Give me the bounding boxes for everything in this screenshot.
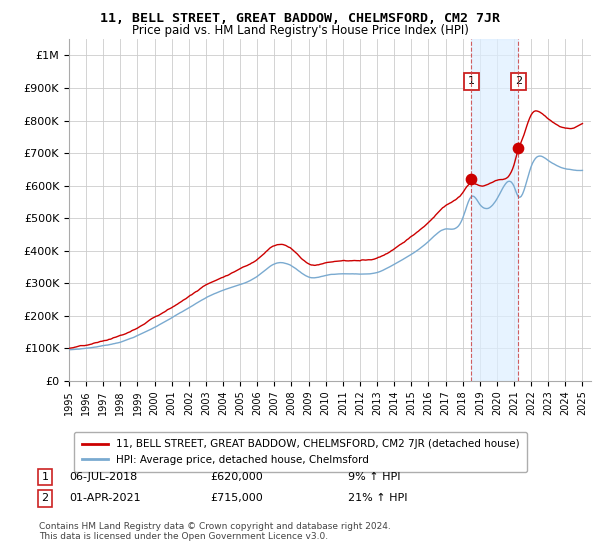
- Text: 21% ↑ HPI: 21% ↑ HPI: [348, 493, 407, 503]
- Bar: [471, 39, 518, 381]
- Text: 9% ↑ HPI: 9% ↑ HPI: [348, 472, 401, 482]
- Text: 01-APR-2021: 01-APR-2021: [69, 493, 140, 503]
- Text: 11, BELL STREET, GREAT BADDOW, CHELMSFORD, CM2 7JR: 11, BELL STREET, GREAT BADDOW, CHELMSFOR…: [100, 12, 500, 25]
- Text: 2: 2: [41, 493, 49, 503]
- Text: Contains HM Land Registry data © Crown copyright and database right 2024.
This d: Contains HM Land Registry data © Crown c…: [39, 522, 391, 542]
- Text: Price paid vs. HM Land Registry's House Price Index (HPI): Price paid vs. HM Land Registry's House …: [131, 24, 469, 36]
- Text: 1: 1: [41, 472, 49, 482]
- Text: 06-JUL-2018: 06-JUL-2018: [69, 472, 137, 482]
- Legend: 11, BELL STREET, GREAT BADDOW, CHELMSFORD, CM2 7JR (detached house), HPI: Averag: 11, BELL STREET, GREAT BADDOW, CHELMSFOR…: [74, 432, 527, 472]
- Text: £620,000: £620,000: [210, 472, 263, 482]
- Text: 2: 2: [515, 77, 522, 86]
- Point: [466, 175, 476, 184]
- Point: [514, 144, 523, 153]
- Text: £715,000: £715,000: [210, 493, 263, 503]
- Text: 1: 1: [467, 77, 475, 86]
